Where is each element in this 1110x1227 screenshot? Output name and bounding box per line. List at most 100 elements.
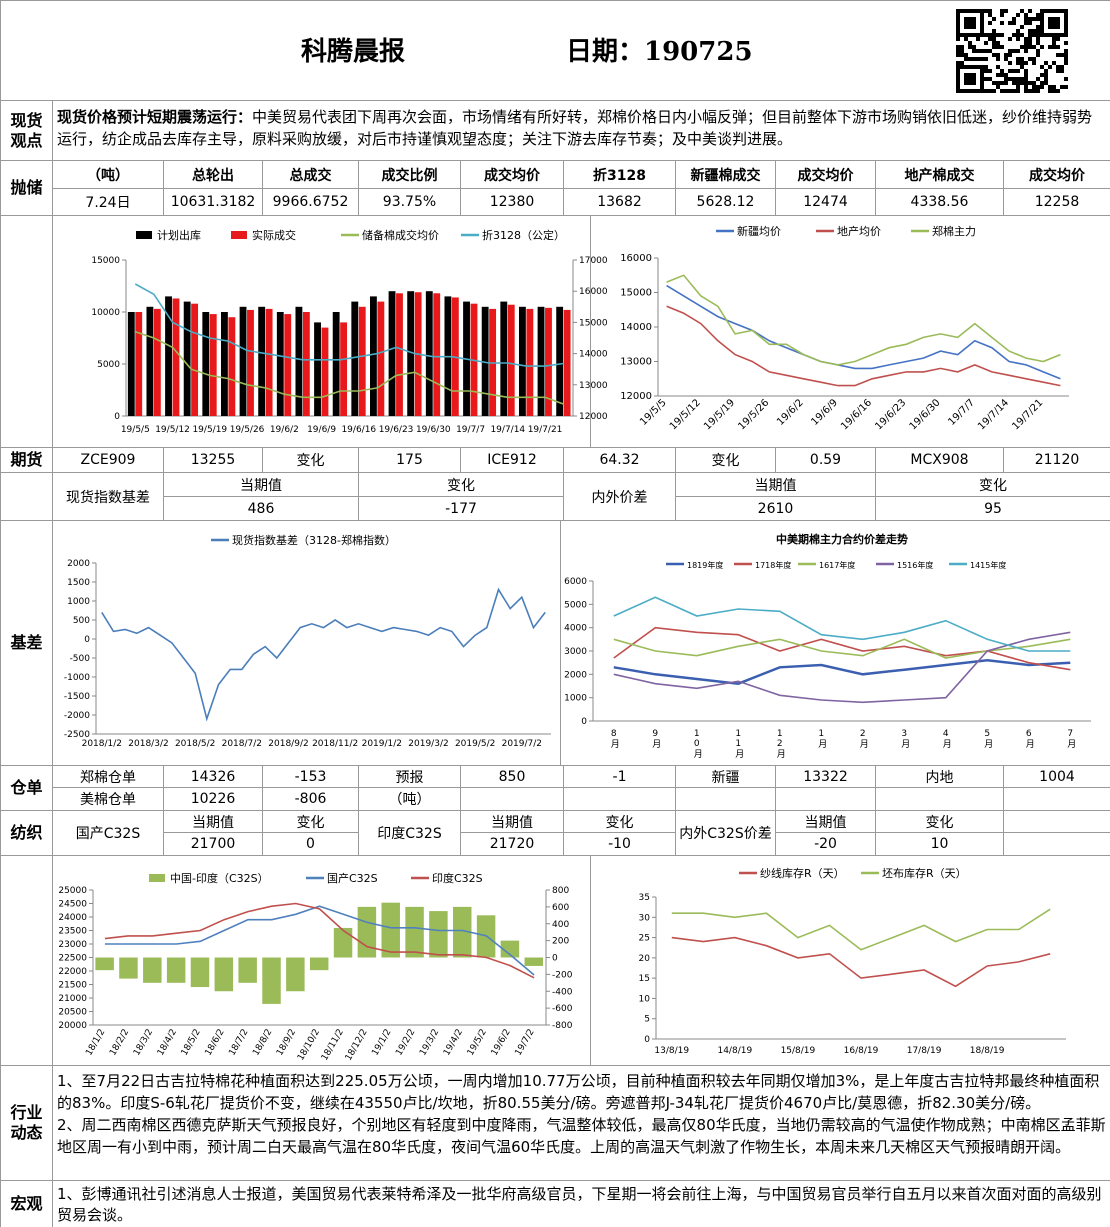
qr-module (992, 53, 996, 57)
qr-module (980, 13, 984, 17)
qr-module (1016, 37, 1020, 41)
qr-module (1028, 41, 1032, 45)
qr-module (1004, 89, 1008, 93)
qr-module (1060, 69, 1064, 73)
qr-module (968, 9, 972, 13)
cell-frame (53, 521, 561, 766)
qr-module (1036, 25, 1040, 29)
qr-module (1064, 53, 1068, 57)
qr-module (956, 77, 960, 81)
qr-module (1060, 85, 1064, 89)
table-cell: ZCE909 (53, 448, 164, 473)
qr-module (976, 33, 980, 37)
qr-module (1016, 49, 1020, 53)
qr-module (984, 33, 988, 37)
qr-module (1024, 41, 1028, 45)
qr-module (1004, 77, 1008, 81)
qr-module (1012, 33, 1016, 37)
qr-module (976, 57, 980, 61)
qr-module (1016, 13, 1020, 17)
qr-module (996, 85, 1000, 89)
qr-module (1056, 45, 1060, 49)
qr-module (984, 9, 988, 13)
table-cell: 变化 (676, 448, 776, 473)
table-cell: 175 (359, 448, 461, 473)
qr-module (956, 13, 960, 17)
table-cell: 95 (876, 497, 1110, 521)
qr-module (992, 29, 996, 33)
cell-frame (1004, 788, 1110, 811)
qr-module (956, 29, 960, 33)
qr-module (956, 9, 960, 13)
qr-module (980, 65, 984, 69)
qr-module (1004, 81, 1008, 85)
table-cell: 变化 (263, 811, 359, 833)
qr-module (1016, 29, 1020, 33)
qr-module (968, 77, 972, 81)
qr-module (1040, 17, 1044, 21)
qr-module (972, 25, 976, 29)
qr-module (988, 77, 992, 81)
qr-module (968, 73, 972, 77)
industry-text: 1、至7月22日古吉拉特棉花种植面积达到225.05万公顷，一周内增加10.77… (57, 1070, 1107, 1158)
table-cell: MCX908 (876, 448, 1004, 473)
qr-module (992, 33, 996, 37)
table-cell: 变化 (263, 448, 359, 473)
qr-module (972, 57, 976, 61)
table-cell: 64.32 (564, 448, 676, 473)
qr-module (1004, 57, 1008, 61)
table-cell: 4338.56 (876, 189, 1004, 216)
qr-module (1032, 61, 1036, 65)
qr-module (984, 69, 988, 73)
qr-module (992, 41, 996, 45)
qr-module (964, 9, 968, 13)
qr-module (1052, 9, 1056, 13)
qr-module (1020, 25, 1024, 29)
qr-module (980, 85, 984, 89)
qr-module (1048, 65, 1052, 69)
spot-text: 中美贸易代表团下周再次会面，市场情绪有所好转，郑棉价格日内小幅反弹；但目前整体下… (57, 108, 1093, 148)
qr-module (1008, 21, 1012, 25)
qr-module (960, 49, 964, 53)
qr-module (968, 33, 972, 37)
qr-module (1044, 9, 1048, 13)
qr-module (1052, 25, 1056, 29)
cell-frame (776, 788, 876, 811)
qr-module (980, 9, 984, 13)
qr-module (980, 89, 984, 93)
qr-module (1004, 9, 1008, 13)
qr-module (1048, 45, 1052, 49)
qr-module (1032, 33, 1036, 37)
qr-module (980, 57, 984, 61)
qr-module (1048, 33, 1052, 37)
qr-module (956, 65, 960, 69)
table-cell: 0 (263, 833, 359, 856)
cell-frame (561, 521, 1110, 766)
qr-module (996, 33, 1000, 37)
table-cell: 13322 (776, 766, 876, 788)
qr-module (1040, 13, 1044, 17)
qr-module (956, 37, 960, 41)
qr-module (1036, 89, 1040, 93)
qr-module (996, 81, 1000, 85)
table-cell: 12380 (461, 189, 564, 216)
qr-module (1012, 81, 1016, 85)
qr-module (968, 89, 972, 93)
qr-module (1032, 57, 1036, 61)
report-title: 科腾晨报 (301, 37, 406, 67)
qr-module (1064, 17, 1068, 21)
qr-module (980, 25, 984, 29)
qr-module (960, 61, 964, 65)
qr-module (1048, 25, 1052, 29)
qr-module (980, 21, 984, 25)
qr-module (1064, 85, 1068, 89)
qr-module (1024, 49, 1028, 53)
spot-view-text: 现货价格预计短期震荡运行：中美贸易代表团下周再次会面，市场情绪有所好转，郑棉价格… (57, 106, 1107, 150)
qr-module (1008, 49, 1012, 53)
qr-module (964, 57, 968, 61)
qr-module (1056, 53, 1060, 57)
qr-module (1024, 21, 1028, 25)
qr-module (1024, 69, 1028, 73)
qr-module (964, 77, 968, 81)
